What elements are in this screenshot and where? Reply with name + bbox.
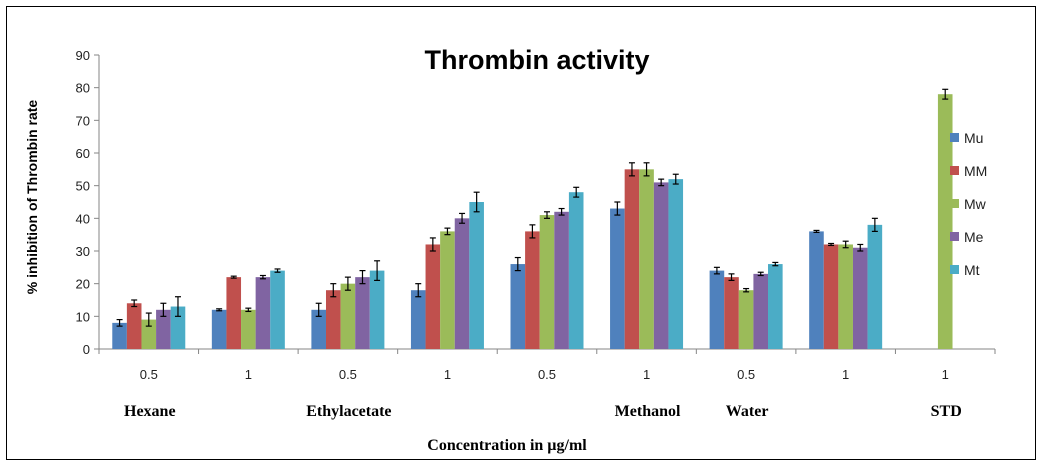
x-tick-label: 0.5 (140, 367, 158, 382)
y-tick-label: 60 (76, 146, 90, 161)
bar (355, 277, 370, 349)
x-group-label: Hexane (124, 403, 176, 420)
y-tick-label: 0 (83, 342, 90, 357)
x-tick-label: 0.5 (737, 367, 755, 382)
bar (568, 192, 584, 349)
legend-entry: Mt (964, 262, 980, 278)
bar (270, 270, 285, 349)
legend-entry: Mw (964, 196, 987, 212)
bar (838, 244, 853, 349)
bar (425, 244, 441, 349)
bar (867, 224, 883, 349)
y-tick-label: 20 (76, 277, 90, 292)
legend-swatch (950, 199, 959, 208)
bar (653, 182, 669, 349)
chart-frame: 0 10 20 30 40 50 60 70 80 90 0.5 Hexane 1 0.5 Ethylace… (6, 6, 1036, 460)
x-tick-label: 1 (942, 367, 949, 382)
legend-entry: MM (964, 163, 987, 179)
x-group-label: Ethylacetate (306, 403, 391, 420)
bar (852, 247, 868, 349)
bar (639, 169, 654, 349)
legend-swatch (950, 232, 959, 241)
bar (241, 309, 256, 349)
x-tick-label: 0.5 (538, 367, 556, 382)
legend-entry: Me (964, 229, 984, 245)
bars-layer (112, 88, 953, 349)
x-group-label: Methanol (615, 403, 681, 420)
bar (325, 290, 341, 349)
y-axis-label: % inhibition of Thrombin rate (24, 100, 40, 295)
bar (823, 244, 839, 349)
bar (809, 231, 824, 349)
bar (624, 169, 640, 349)
y-tick-label: 50 (76, 179, 90, 194)
bar (709, 270, 725, 349)
x-group-label: STD (931, 403, 962, 420)
legend: Mu MM Mw Me Mt (950, 130, 987, 278)
bar (141, 319, 157, 349)
bar (340, 283, 356, 349)
x-tick-label: 1 (444, 367, 451, 382)
bar (753, 273, 769, 349)
bar (937, 94, 953, 349)
bar (724, 277, 739, 349)
bar (112, 322, 127, 349)
bar (539, 215, 555, 349)
legend-entry: Mu (964, 130, 983, 146)
x-tick-label: 1 (245, 367, 252, 382)
bar (211, 309, 227, 349)
bar (311, 309, 326, 349)
y-tick-label: 90 (76, 48, 90, 63)
bar (369, 270, 385, 349)
bar (469, 202, 484, 349)
y-tick-label: 30 (76, 244, 90, 259)
x-tick-label: 1 (643, 367, 650, 382)
bar (668, 179, 684, 349)
x-group-label: Water (726, 403, 769, 420)
bar (226, 277, 242, 349)
bar (156, 309, 171, 349)
y-tick-label: 80 (76, 81, 90, 96)
legend-swatch (950, 166, 959, 175)
x-tick-label: 1 (842, 367, 849, 382)
bar (440, 231, 455, 349)
x-tick-label: 0.5 (339, 367, 357, 382)
bar (126, 303, 142, 349)
legend-swatch (950, 265, 959, 274)
chart-title: Thrombin activity (424, 45, 649, 75)
bar (510, 264, 526, 349)
bar (170, 306, 186, 349)
y-tick-label: 70 (76, 113, 90, 128)
bar-chart: 0 10 20 30 40 50 60 70 80 90 0.5 Hexane 1 0.5 Ethylace… (24, 45, 996, 454)
y-tick-label: 40 (76, 211, 90, 226)
y-tick-label: 10 (76, 309, 90, 324)
bar (610, 208, 625, 349)
bar (554, 211, 569, 349)
legend-swatch (950, 133, 959, 142)
bar (410, 290, 426, 349)
bar (454, 218, 470, 349)
bar (768, 264, 783, 349)
bar (738, 290, 754, 349)
bar (525, 231, 540, 349)
x-axis-label: Concentration in µg/ml (427, 437, 587, 454)
bar (255, 277, 271, 349)
